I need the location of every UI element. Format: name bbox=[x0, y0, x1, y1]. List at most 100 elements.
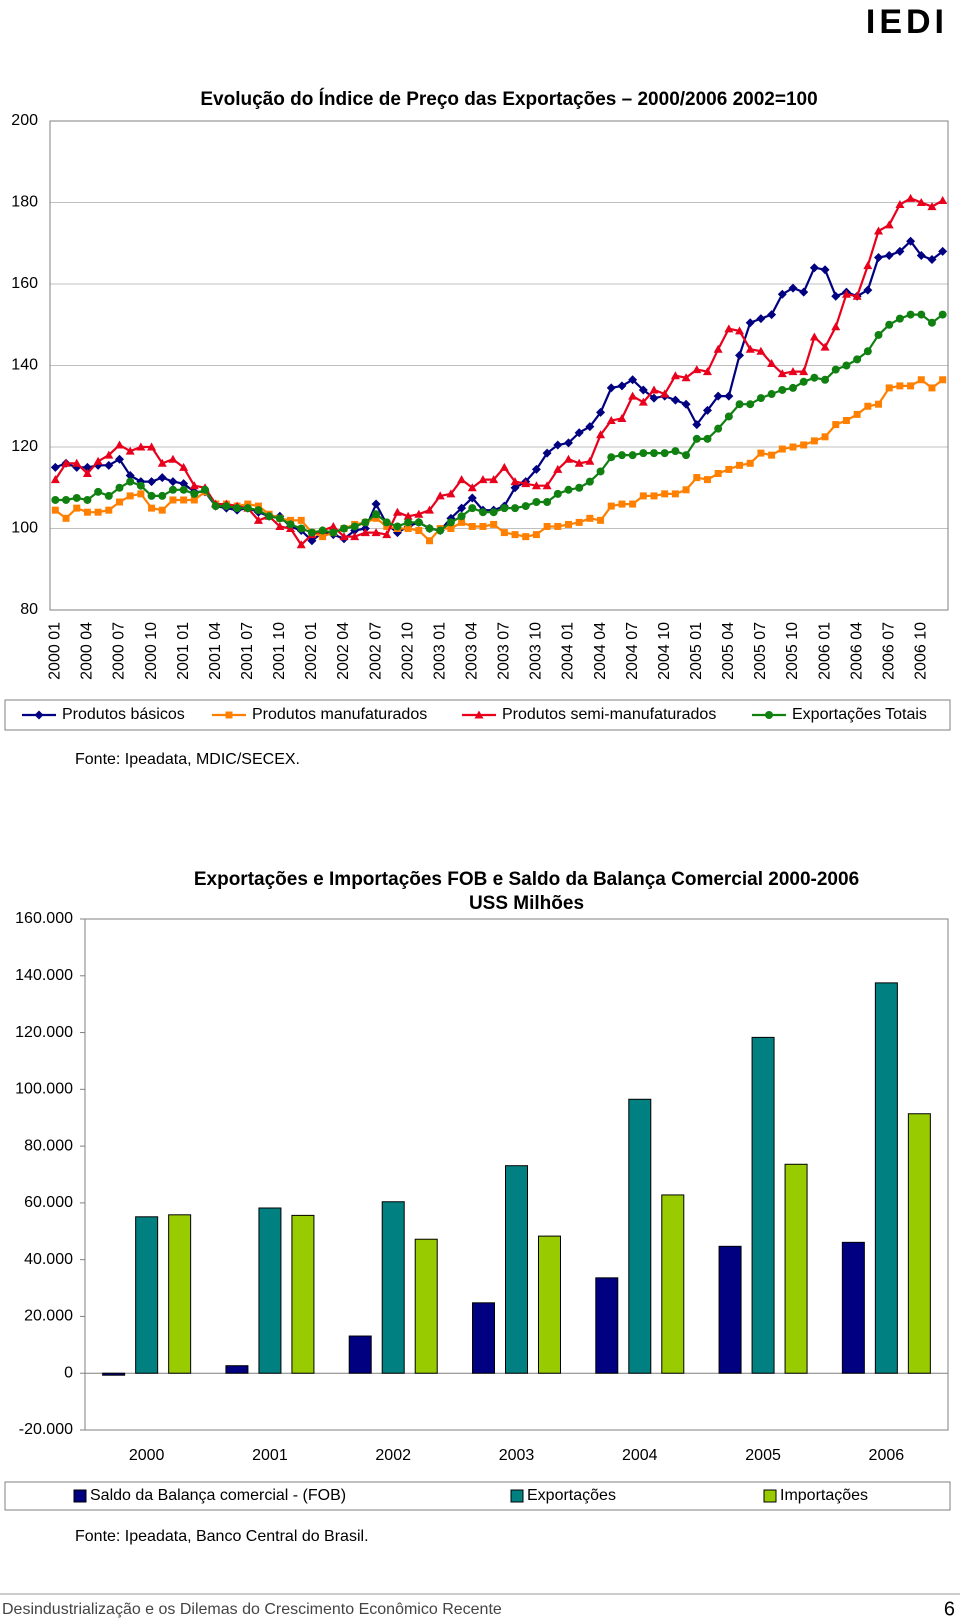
page-number: 6 bbox=[944, 1598, 955, 1620]
marker bbox=[767, 358, 777, 367]
marker bbox=[62, 495, 71, 504]
marker bbox=[842, 417, 850, 425]
marker bbox=[382, 530, 392, 539]
bar bbox=[628, 1098, 652, 1374]
marker bbox=[650, 449, 659, 458]
marker bbox=[499, 462, 509, 471]
marker bbox=[179, 479, 189, 489]
marker bbox=[104, 450, 114, 459]
plot-area bbox=[49, 120, 949, 611]
y-tick-label: 0 bbox=[64, 1364, 73, 1381]
marker bbox=[542, 481, 552, 490]
marker bbox=[564, 485, 573, 494]
marker bbox=[607, 502, 615, 510]
marker bbox=[777, 289, 787, 299]
marker bbox=[745, 344, 755, 353]
marker bbox=[307, 528, 316, 537]
marker bbox=[393, 522, 402, 531]
bar bbox=[751, 1036, 775, 1374]
marker bbox=[105, 506, 113, 514]
marker bbox=[820, 342, 830, 351]
marker bbox=[382, 518, 391, 527]
marker bbox=[864, 402, 872, 410]
series-line bbox=[54, 239, 944, 543]
marker bbox=[895, 314, 904, 323]
marker bbox=[575, 483, 584, 492]
marker bbox=[639, 492, 647, 500]
marker bbox=[682, 486, 690, 494]
marker bbox=[670, 395, 680, 405]
marker bbox=[553, 440, 563, 450]
marker bbox=[874, 226, 884, 235]
marker bbox=[661, 490, 669, 498]
x-tick-label: 2004 01 bbox=[560, 622, 577, 680]
marker bbox=[820, 265, 830, 275]
x-tick-label: 2002 bbox=[375, 1447, 411, 1464]
marker bbox=[875, 400, 883, 408]
marker bbox=[286, 520, 295, 529]
marker bbox=[702, 367, 712, 376]
marker bbox=[115, 498, 123, 506]
series-line bbox=[54, 197, 944, 547]
marker bbox=[853, 355, 862, 364]
marker bbox=[222, 502, 231, 511]
marker bbox=[885, 384, 893, 392]
marker bbox=[756, 394, 765, 403]
bar bbox=[258, 1207, 282, 1374]
marker bbox=[714, 424, 723, 433]
y-tick-label: 140.000 bbox=[15, 967, 73, 984]
x-tick-label: 2000 07 bbox=[111, 622, 128, 680]
marker bbox=[94, 487, 103, 496]
bar bbox=[102, 1372, 126, 1376]
marker bbox=[735, 326, 745, 335]
marker bbox=[681, 399, 691, 409]
marker bbox=[532, 498, 541, 507]
marker bbox=[531, 464, 541, 474]
marker bbox=[543, 522, 551, 530]
bar bbox=[907, 1113, 931, 1374]
marker bbox=[863, 347, 872, 356]
legend-marker bbox=[34, 710, 44, 720]
marker bbox=[350, 532, 360, 541]
marker bbox=[125, 446, 135, 455]
marker bbox=[916, 250, 926, 260]
marker bbox=[104, 491, 113, 500]
legend-label: Importações bbox=[780, 1487, 868, 1504]
marker bbox=[94, 508, 102, 516]
marker bbox=[446, 518, 455, 527]
marker bbox=[597, 516, 605, 524]
marker bbox=[832, 421, 840, 429]
marker bbox=[478, 475, 488, 484]
series-line bbox=[54, 378, 944, 543]
source-note: Fonte: Ipeadata, Banco Central do Brasil… bbox=[75, 1528, 369, 1545]
marker bbox=[457, 475, 467, 484]
marker bbox=[852, 291, 862, 300]
x-tick-label: 2000 10 bbox=[143, 622, 160, 680]
marker bbox=[168, 485, 177, 494]
marker bbox=[372, 510, 381, 519]
marker bbox=[702, 405, 712, 415]
marker bbox=[938, 310, 947, 319]
marker bbox=[563, 438, 573, 448]
marker bbox=[724, 412, 733, 421]
marker bbox=[906, 193, 916, 202]
x-tick-label: 2004 bbox=[622, 1447, 658, 1464]
marker bbox=[467, 493, 477, 503]
marker bbox=[436, 526, 445, 535]
marker bbox=[831, 365, 840, 374]
marker bbox=[371, 528, 381, 537]
marker bbox=[628, 391, 638, 400]
marker bbox=[361, 518, 370, 527]
x-tick-label: 2002 10 bbox=[399, 622, 416, 680]
legend-label: Saldo da Balança comercial - (FOB) bbox=[90, 1487, 346, 1504]
marker bbox=[777, 369, 787, 378]
marker bbox=[62, 514, 70, 522]
marker bbox=[895, 246, 905, 256]
marker bbox=[233, 504, 242, 513]
marker bbox=[190, 489, 199, 498]
marker bbox=[799, 367, 809, 376]
legend-label: Produtos manufaturados bbox=[252, 706, 427, 723]
marker bbox=[564, 520, 572, 528]
marker bbox=[703, 476, 711, 484]
